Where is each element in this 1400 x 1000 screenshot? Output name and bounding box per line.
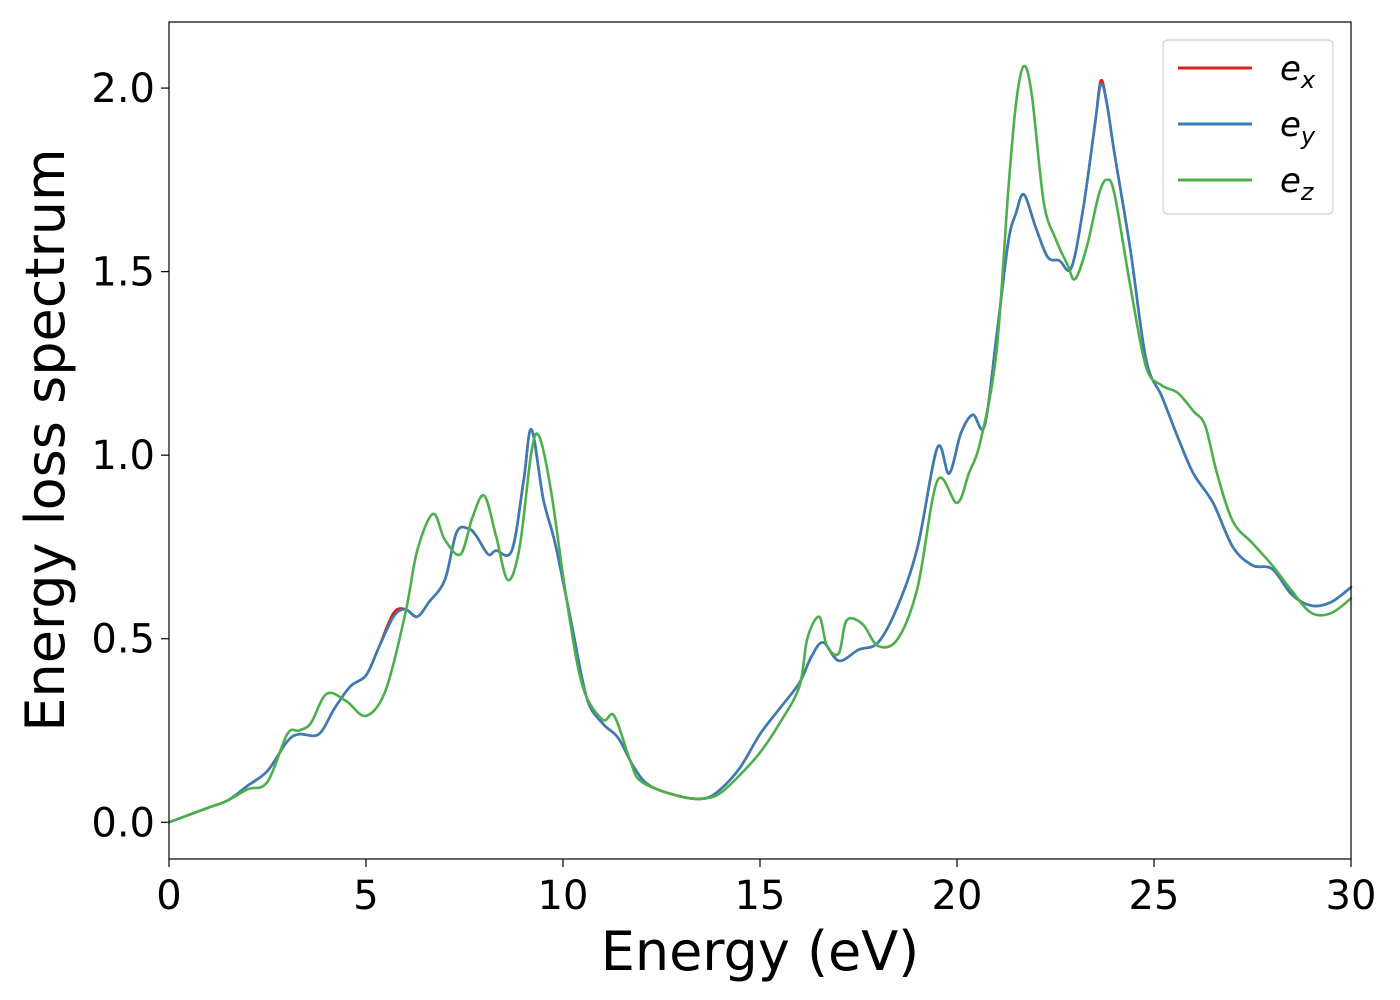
legend-label-z: ez xyxy=(1280,161,1315,206)
y-tick-label: 0.5 xyxy=(91,617,155,663)
plot-frame xyxy=(168,21,1352,860)
series-layer xyxy=(167,64,1353,824)
legend-label-x: ex xyxy=(1280,49,1316,94)
x-axis-ticks: 0 5 10 15 20 25 30 xyxy=(156,859,1376,919)
y-axis-title: Energy loss spectrum xyxy=(14,148,77,731)
y-tick-label: 1.0 xyxy=(91,433,155,479)
x-tick-label: 0 xyxy=(156,873,181,919)
y-tick-label: 0.0 xyxy=(91,800,155,846)
legend-label-subscript: z xyxy=(1300,178,1315,206)
x-tick-label: 15 xyxy=(735,873,786,919)
x-tick-label: 20 xyxy=(932,873,983,919)
y-tick-label: 2.0 xyxy=(91,66,155,112)
legend-label-subscript: x xyxy=(1300,66,1316,94)
x-axis-title: Energy (eV) xyxy=(601,920,920,983)
legend-label-base: e xyxy=(1280,49,1301,89)
series-line-y xyxy=(167,82,1353,824)
x-tick-label: 5 xyxy=(353,873,378,919)
legend-box xyxy=(1162,39,1334,215)
x-tick-label: 25 xyxy=(1129,873,1180,919)
legend-label-y: ey xyxy=(1280,105,1316,150)
y-tick-label: 1.5 xyxy=(91,250,155,296)
legend-label-base: e xyxy=(1280,105,1301,145)
series-line-z xyxy=(167,64,1353,824)
x-tick-label: 10 xyxy=(538,873,589,919)
legend-label-subscript: y xyxy=(1300,122,1316,150)
y-axis-ticks: 0.0 0.5 1.0 1.5 2.0 xyxy=(91,66,169,846)
legend-label-base: e xyxy=(1280,161,1301,201)
x-tick-label: 30 xyxy=(1326,873,1377,919)
